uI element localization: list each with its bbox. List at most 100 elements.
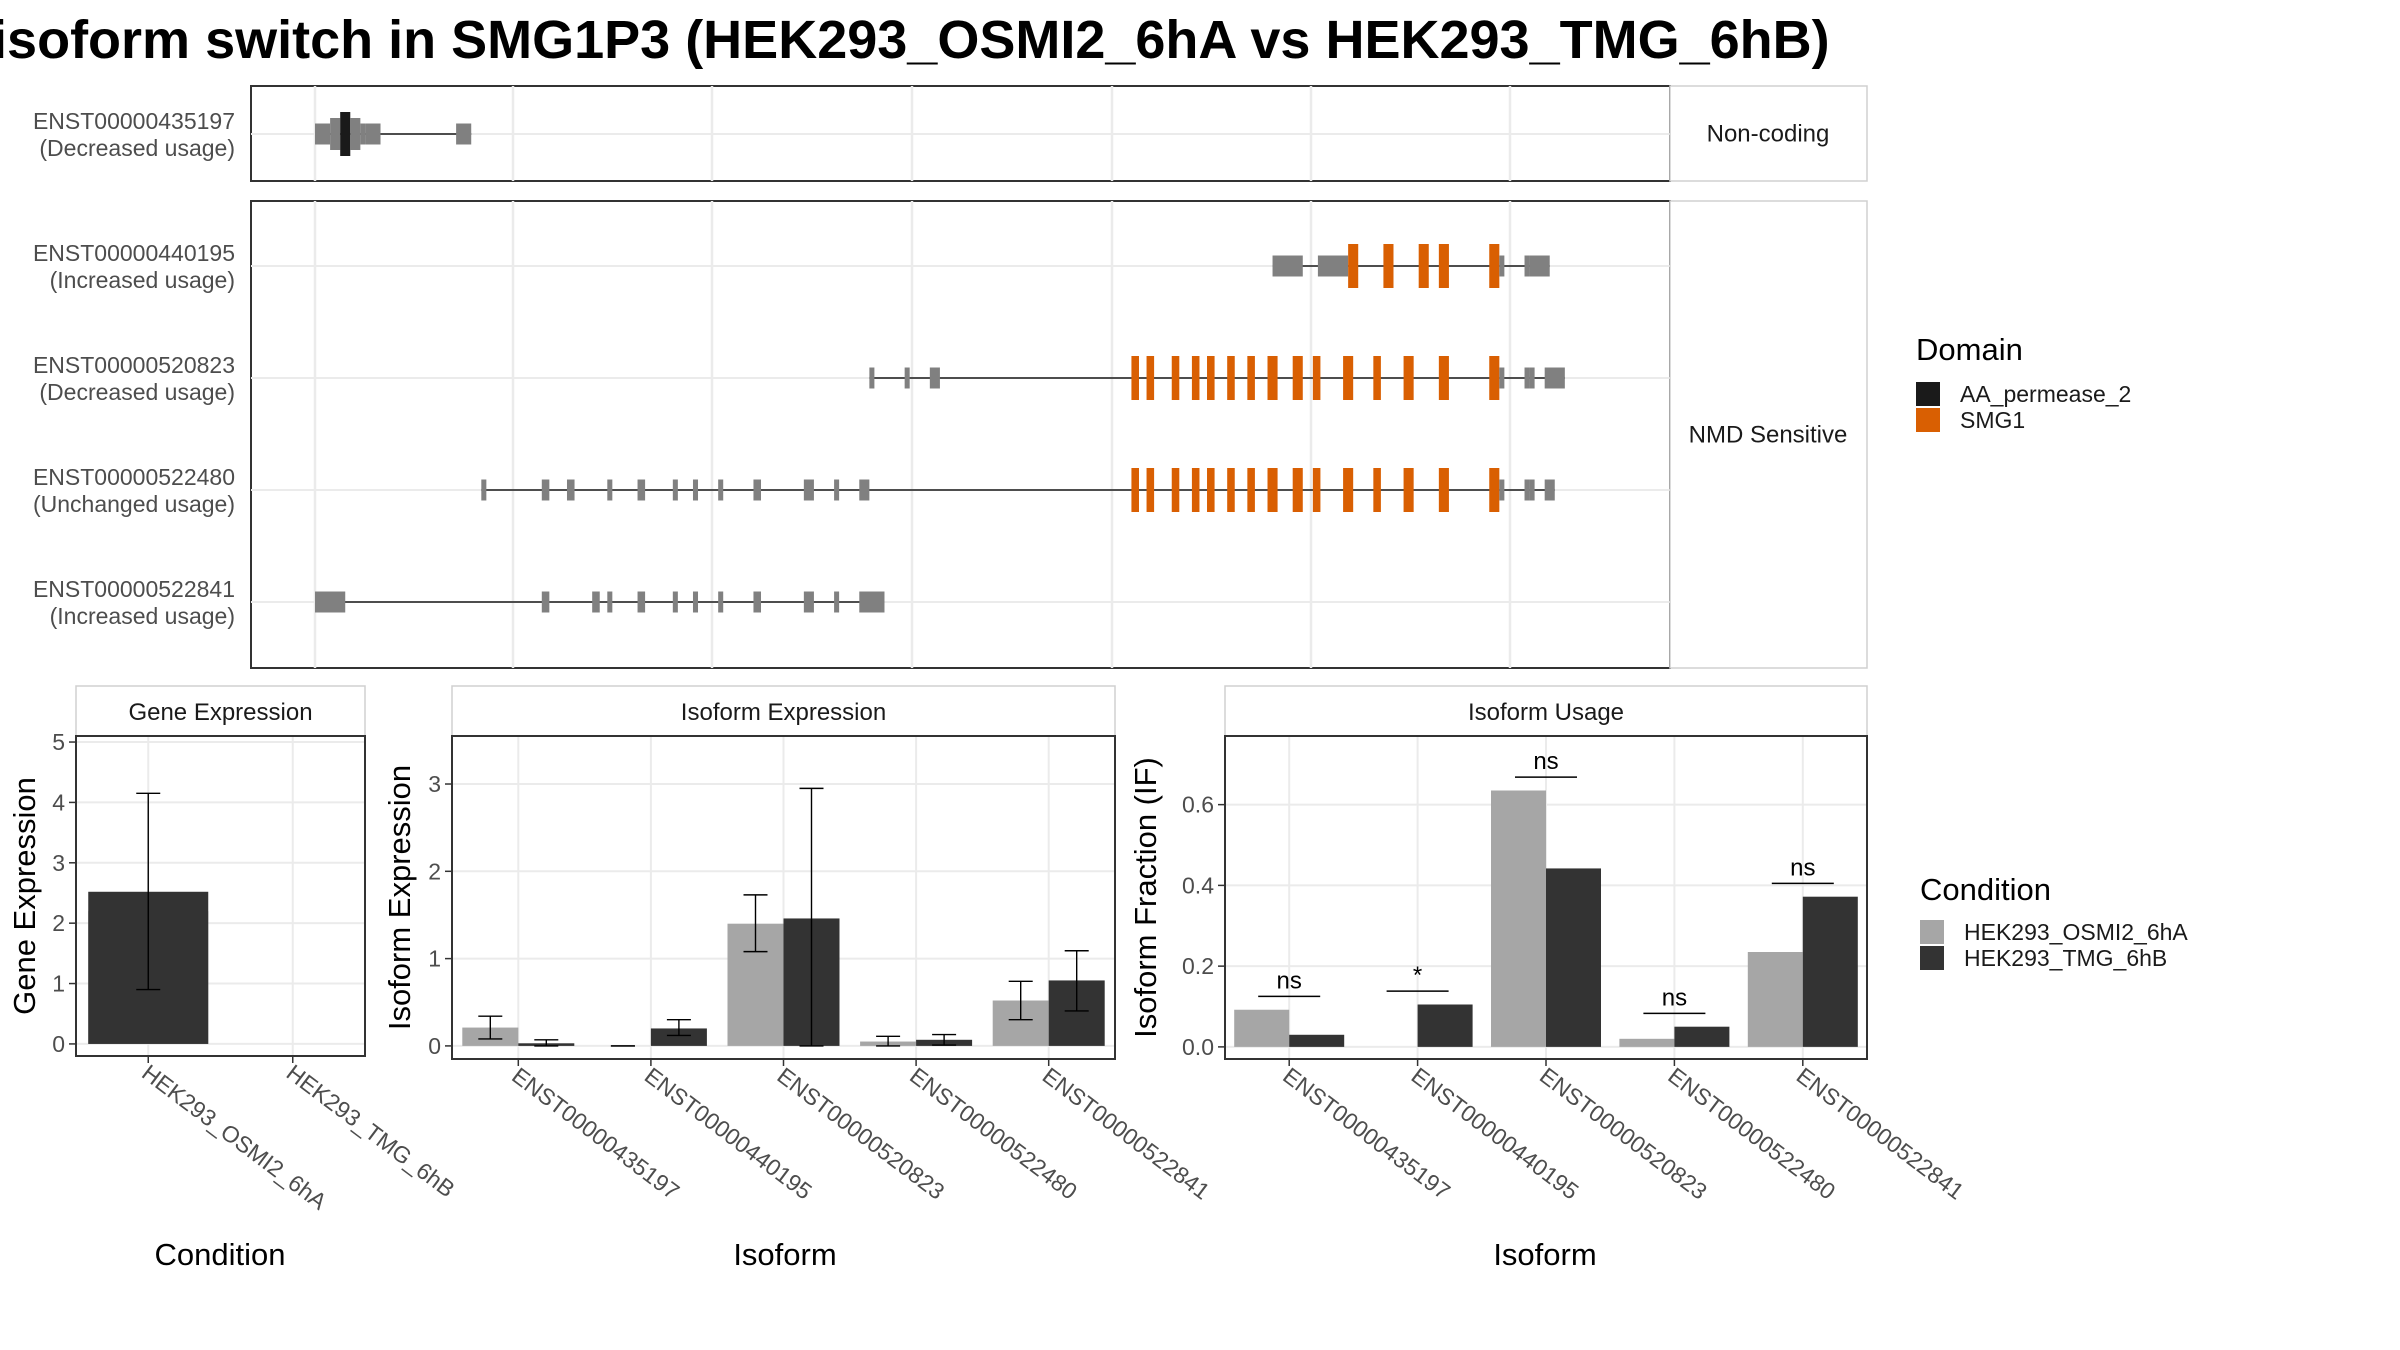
bar (1747, 952, 1803, 1047)
bar (650, 1028, 707, 1046)
y-axis-title: Gene Expression (7, 777, 42, 1015)
bar (1234, 1009, 1290, 1047)
exon-block (360, 123, 366, 145)
y-tick-label: 2 (52, 910, 65, 936)
exon-block (904, 367, 910, 389)
exon-block (566, 479, 575, 501)
exon-block (1524, 479, 1530, 501)
domain-block (1171, 468, 1180, 512)
exon-block (672, 479, 678, 501)
legend-label: AA_permease_2 (1960, 381, 2131, 407)
domain-block (1247, 356, 1255, 400)
transcript-id-label: ENST00000522480 (33, 464, 235, 490)
y-axis-title: Isoform Fraction (IF) (1128, 757, 1163, 1038)
transcript-usage-label: (Increased usage) (50, 267, 235, 293)
exon-block (834, 591, 840, 613)
legend-key (1920, 920, 1944, 944)
panel-title: Gene Expression (128, 699, 312, 726)
exon-block (1524, 367, 1530, 389)
domain-block (1373, 356, 1381, 400)
bar (1802, 896, 1858, 1047)
exon-block (1499, 479, 1505, 501)
significance-label: ns (1277, 967, 1302, 994)
y-tick-label: 0 (52, 1031, 65, 1057)
panel-title: Isoform Usage (1468, 699, 1624, 726)
x-axis-title: Condition (155, 1237, 286, 1272)
significance-label: * (1413, 962, 1422, 989)
facet-strip-label: Non-coding (1707, 121, 1830, 148)
transcript-usage-label: (Unchanged usage) (33, 491, 235, 517)
domain-block (1171, 356, 1180, 400)
domain-block (1418, 244, 1429, 288)
bar (1619, 1038, 1675, 1047)
domain-block (1489, 244, 1500, 288)
domain-block (340, 112, 351, 156)
significance-label: ns (1533, 748, 1558, 775)
transcript-usage-label: (Decreased usage) (39, 135, 235, 161)
panel-strip (451, 685, 1116, 737)
bar (1417, 1004, 1473, 1047)
domain-block (1348, 244, 1359, 288)
exon-block (481, 479, 487, 501)
legend-key (1916, 382, 1940, 406)
domain-block (1438, 244, 1449, 288)
exon-block (1499, 255, 1505, 277)
expression-bar-plots: Gene Expression012345HEK293_OSMI2_6hAHEK… (7, 685, 1969, 1272)
domain-block (1292, 468, 1303, 512)
domain-block (1227, 356, 1235, 400)
exon-block (859, 479, 870, 501)
y-tick-label: 2 (428, 858, 441, 884)
transcript-id-label: ENST00000520823 (33, 352, 235, 378)
exon-block (859, 591, 885, 613)
y-tick-label: 0.4 (1182, 872, 1214, 898)
bar (1491, 790, 1546, 1047)
transcript-usage-label: (Increased usage) (50, 603, 235, 629)
exon-block (365, 123, 381, 145)
domain-block (1343, 468, 1354, 512)
y-tick-label: 3 (428, 771, 441, 797)
significance-label: ns (1662, 984, 1687, 1011)
exon-block (637, 591, 646, 613)
exon-block (803, 591, 814, 613)
bar (1546, 868, 1601, 1047)
domain-block (1191, 356, 1200, 400)
exon-block (607, 479, 613, 501)
x-axis-title: Isoform (1493, 1237, 1596, 1272)
domain-block (1403, 468, 1414, 512)
y-tick-label: 0 (428, 1033, 441, 1059)
y-tick-label: 1 (428, 946, 441, 972)
domain-block (1438, 356, 1449, 400)
domain-block (1489, 356, 1500, 400)
exon-block (1529, 367, 1535, 389)
domain-block (1146, 468, 1155, 512)
exon-block (753, 479, 762, 501)
bar (1289, 1034, 1345, 1047)
exon-block (541, 479, 550, 501)
x-axis-title: Isoform (733, 1237, 836, 1272)
domain-block (1207, 356, 1215, 400)
domain-block (1312, 468, 1321, 512)
exon-block (718, 479, 724, 501)
domain-block (1207, 468, 1215, 512)
exon-block (1499, 367, 1505, 389)
exon-block (350, 118, 361, 150)
domain-block (1403, 356, 1414, 400)
panel-title: Isoform Expression (681, 699, 886, 726)
exon-block (456, 123, 472, 145)
transcript-id-label: ENST00000522841 (33, 576, 235, 602)
figure-title: Gene isoform switch in SMG1P3 (HEK293_OS… (0, 10, 1830, 70)
exon-block (692, 479, 699, 501)
exon-block (753, 591, 762, 613)
facet-strip-label: NMD Sensitive (1689, 422, 1848, 449)
exon-block (1544, 367, 1565, 389)
exon-block (541, 591, 550, 613)
y-tick-label: 0.0 (1182, 1034, 1214, 1060)
legend-label: HEK293_TMG_6hB (1964, 945, 2167, 971)
domain-block (1247, 468, 1255, 512)
domain-block (1227, 468, 1235, 512)
y-axis-title: Isoform Expression (382, 765, 417, 1030)
transcript-usage-label: (Decreased usage) (39, 379, 235, 405)
bar (1674, 1026, 1730, 1047)
exon-block (1544, 479, 1555, 501)
